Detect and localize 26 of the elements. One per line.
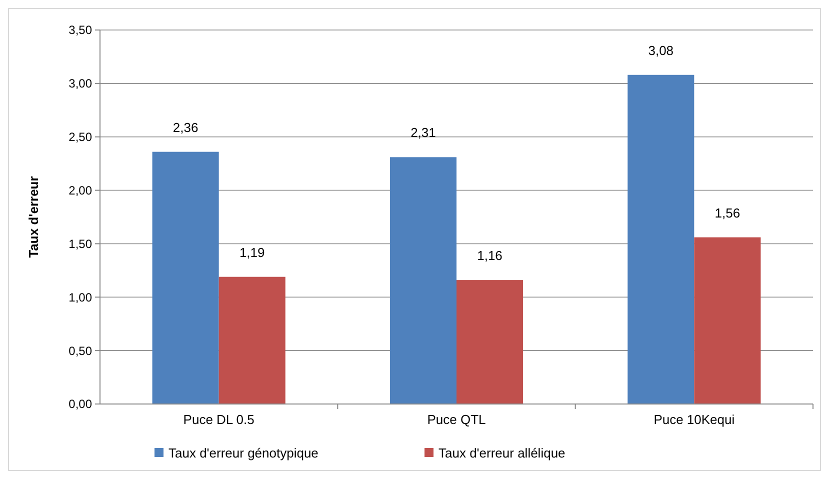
data-label: 2,36	[172, 120, 198, 135]
y-tick-label: 1,00	[68, 290, 92, 304]
y-tick-label: 2,00	[68, 183, 92, 198]
y-tick-label: 1,50	[68, 236, 92, 251]
legend-label: Taux d'erreur allélique	[438, 446, 566, 461]
bar	[628, 74, 694, 404]
y-tick-label: 2,50	[68, 130, 92, 144]
bar	[456, 280, 524, 404]
bar	[152, 152, 219, 404]
bar	[218, 276, 286, 404]
y-tick-label: 3,50	[68, 23, 92, 38]
x-tick-label: Puce 10Kequi	[654, 412, 735, 427]
x-tick-label: Puce QTL	[427, 412, 486, 427]
data-label: 2,31	[410, 125, 436, 140]
bar	[694, 237, 761, 404]
bar	[390, 157, 456, 404]
data-label: 1,19	[239, 244, 265, 260]
data-label: 1,56	[714, 205, 740, 220]
y-axis-title: Taux d'erreur	[26, 176, 41, 258]
data-label: 1,16	[477, 248, 502, 264]
y-tick-label: 0,00	[68, 397, 92, 412]
data-label: 3,08	[648, 42, 674, 58]
y-tick-label: 0,50	[68, 344, 92, 358]
y-tick-label: 3,00	[68, 76, 92, 91]
legend-label: Taux d'erreur génotypique	[168, 446, 318, 461]
x-tick-label: Puce DL 0.5	[183, 412, 254, 427]
